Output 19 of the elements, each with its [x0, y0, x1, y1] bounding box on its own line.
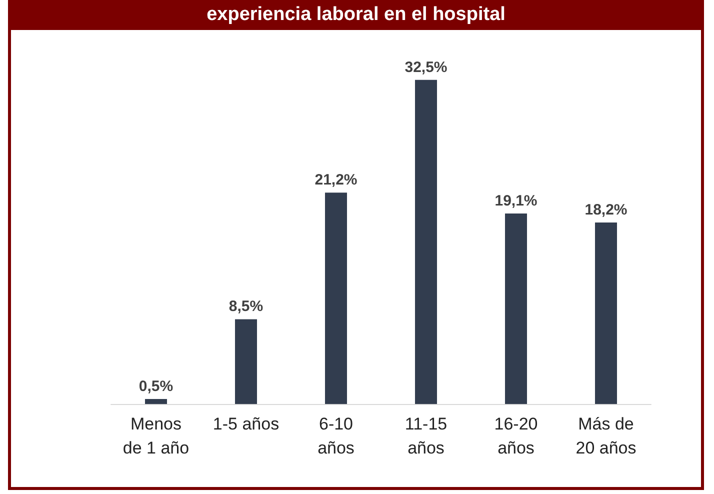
data-label: 8,5%	[228, 298, 264, 316]
bar	[595, 222, 617, 404]
bar	[325, 192, 347, 404]
data-label: 19,1%	[494, 192, 538, 210]
bar	[415, 80, 437, 404]
x-tick-label: 1-5 años	[212, 414, 280, 434]
bar	[235, 319, 257, 404]
x-tick-label: 16-20 años	[494, 414, 538, 458]
data-label: 18,2%	[584, 202, 628, 219]
bar	[145, 399, 167, 404]
x-tick-label: Más de 20 años	[576, 414, 636, 458]
bar	[505, 214, 527, 404]
chart-title: experiencia laboral en el hospital	[11, 0, 701, 30]
data-label: 0,5%	[138, 378, 174, 396]
x-tick-label: Menos de 1 año	[122, 414, 190, 458]
x-tick-label: 6-10 años	[318, 414, 354, 458]
x-tick-label: 11-15 años	[404, 414, 448, 458]
data-label: 21,2%	[314, 172, 358, 189]
data-label: 32,5%	[404, 58, 448, 76]
